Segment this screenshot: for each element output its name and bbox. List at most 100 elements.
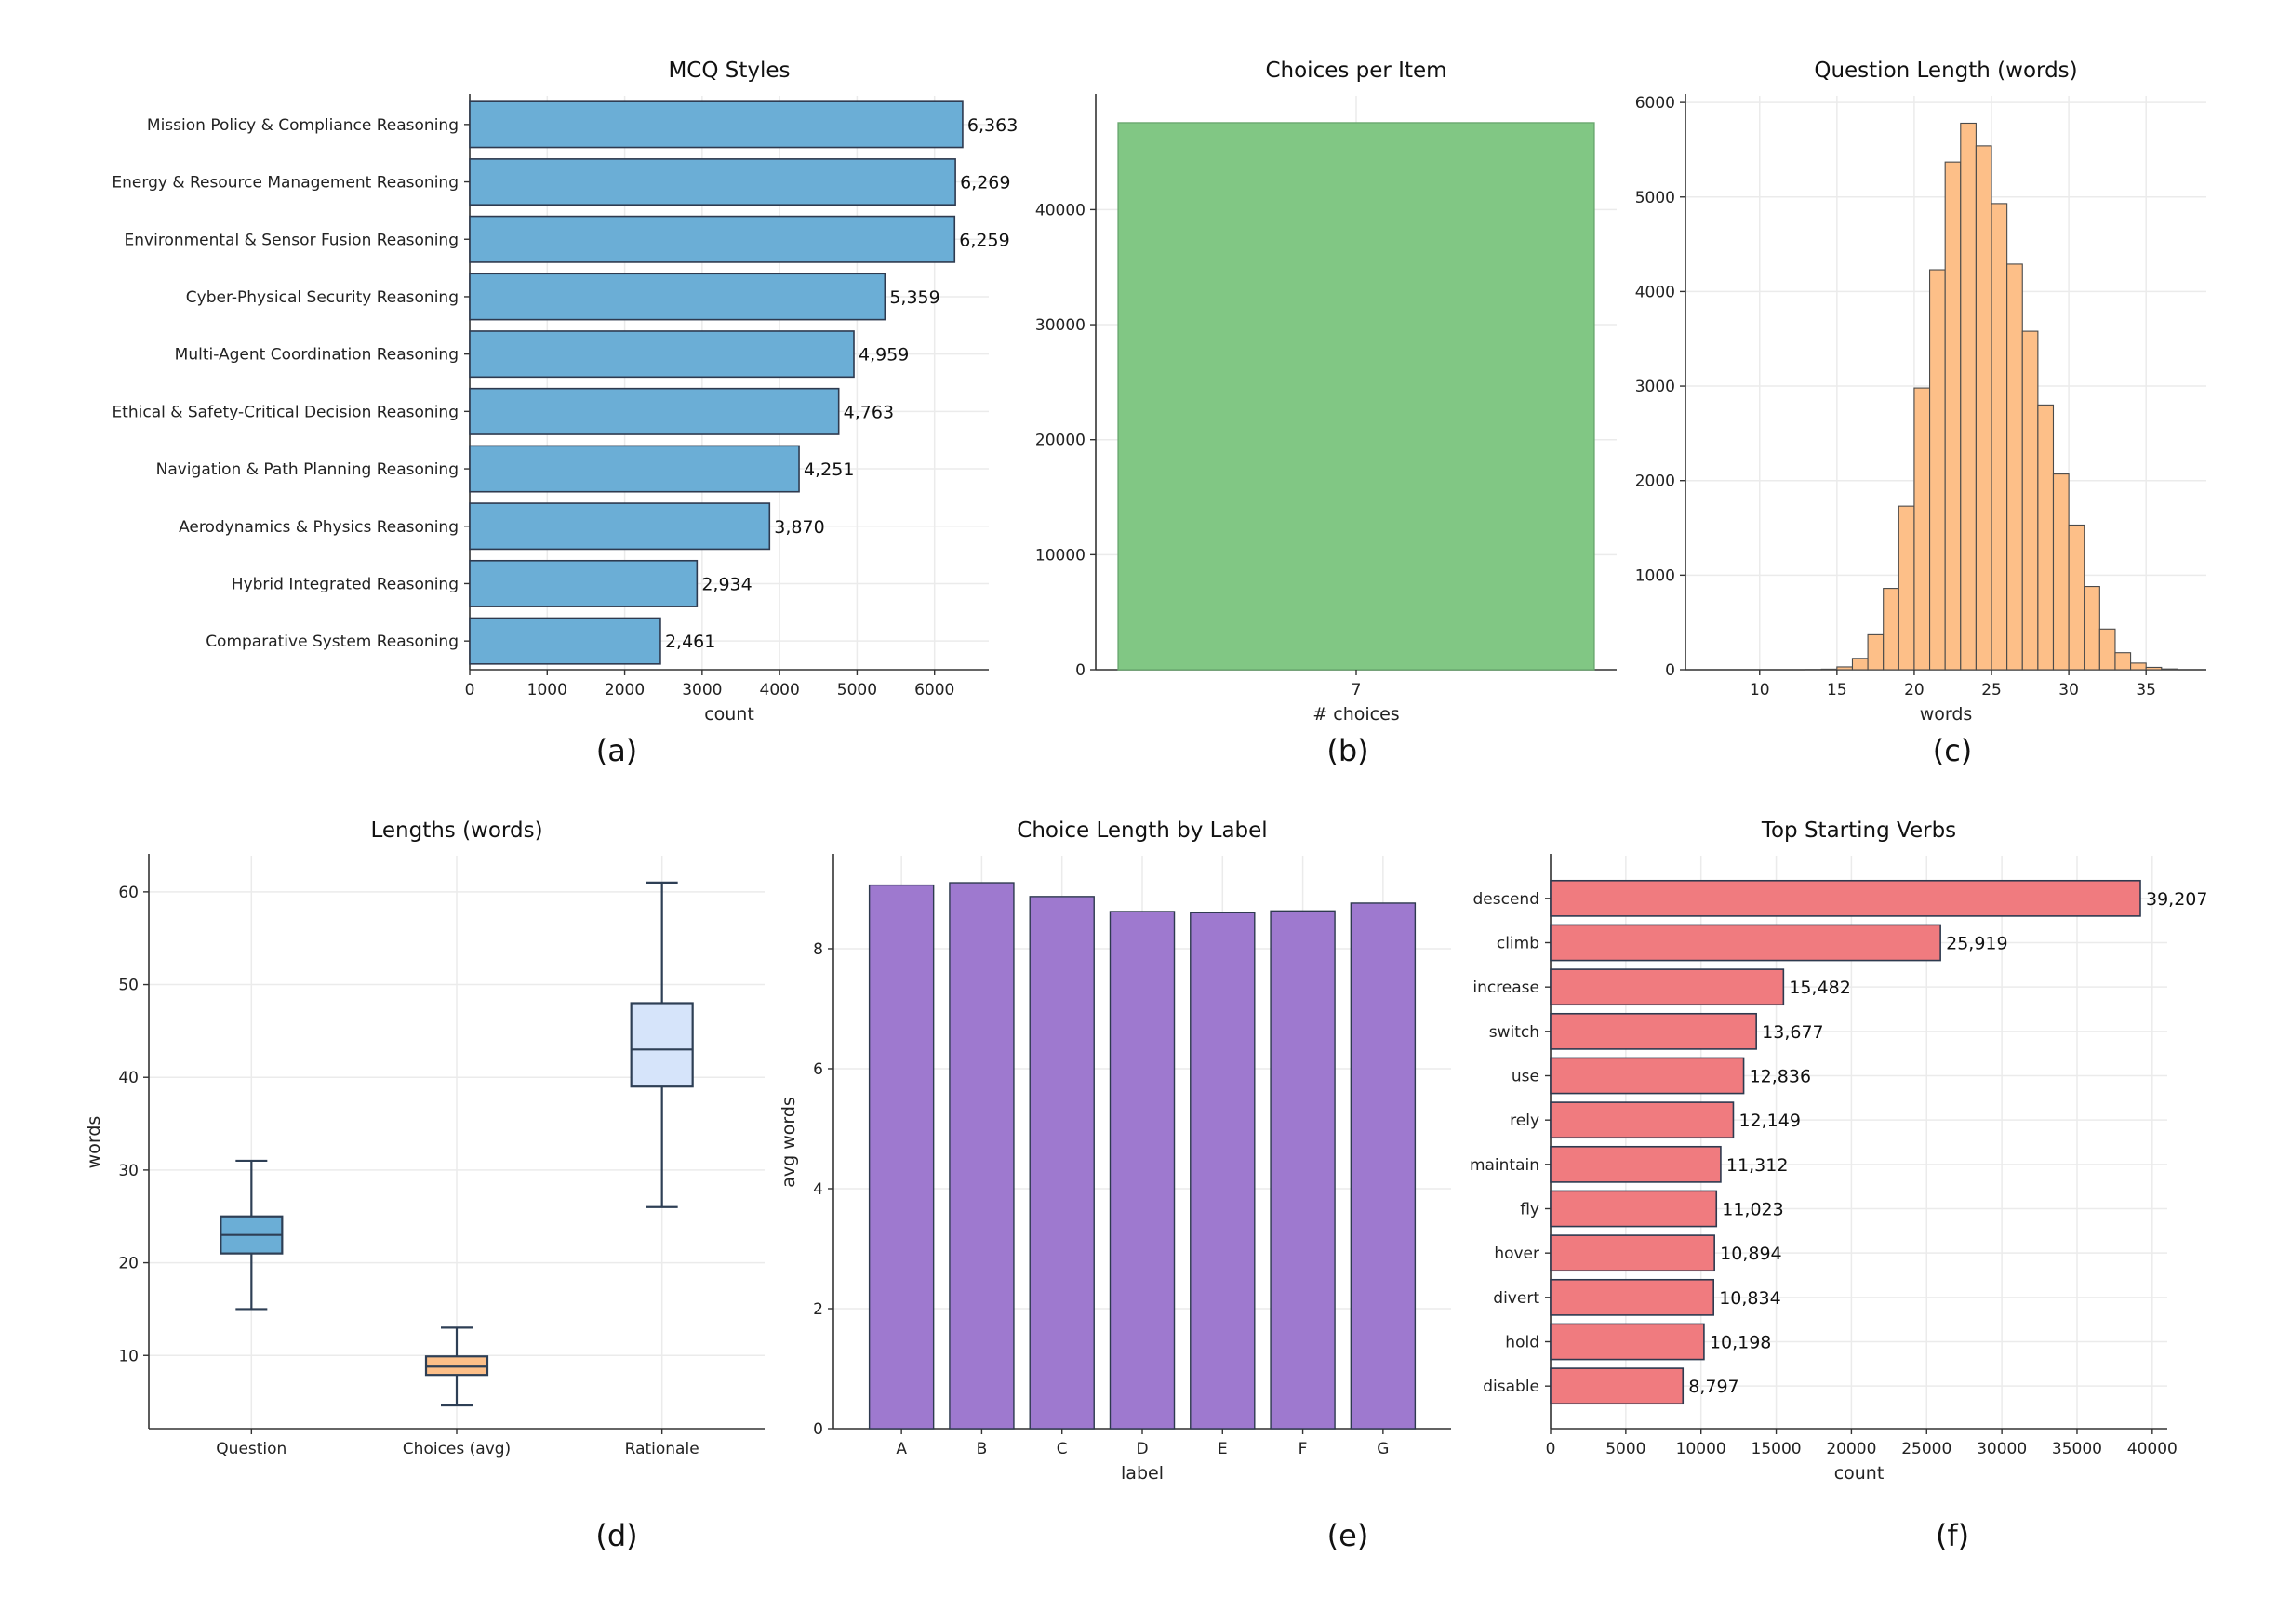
panel-b: 0 10000 20000 30000 40000 7 Choices per Item # …	[1035, 59, 1617, 768]
category-label: rely	[1510, 1112, 1539, 1130]
category-label: disable	[1483, 1378, 1539, 1396]
bar	[949, 882, 1015, 1430]
bar	[1550, 1190, 1718, 1228]
x-tick-label: 30	[2058, 681, 2079, 699]
data-label: 6,269	[960, 173, 1010, 193]
data-label: 2,461	[665, 632, 715, 652]
bar	[1550, 1278, 1714, 1316]
x-tick-label: 10000	[1676, 1440, 1726, 1458]
bar	[1550, 1057, 1745, 1095]
category-label: divert	[1493, 1289, 1539, 1308]
data-label: 2,934	[701, 574, 752, 594]
y-tick-label: 30	[118, 1162, 139, 1180]
x-tick-label: E	[1218, 1440, 1228, 1458]
histogram-bar	[2006, 263, 2023, 671]
category-label: fly	[1520, 1201, 1539, 1219]
panel-c: 0 1000 2000 3000 4000 5000 6000 10 15 20 25 30 35 Que…	[1635, 59, 2206, 768]
x-tick-label: D	[1136, 1440, 1148, 1458]
data-label: 5,359	[889, 287, 939, 308]
bar	[1550, 924, 1941, 962]
y-tick-label: 4	[813, 1180, 823, 1199]
histogram-bar	[1851, 658, 1869, 671]
histogram-bar	[2037, 404, 2055, 671]
category-label: Multi-Agent Coordination Reasoning	[175, 346, 459, 365]
x-axis-label: count	[1834, 1463, 1885, 1484]
bar	[1109, 911, 1176, 1430]
y-tick-label: 8	[813, 940, 823, 959]
y-tick-label: 10	[118, 1347, 139, 1365]
x-tick-label: 2000	[605, 681, 645, 699]
data-label: 6,363	[967, 115, 1018, 136]
x-tick-label: 40000	[2127, 1440, 2178, 1458]
chart-title: Top Starting Verbs	[1761, 819, 1956, 843]
y-tick-label: 2	[813, 1300, 823, 1319]
x-tick-label: 30000	[1977, 1440, 2027, 1458]
y-tick-label: 60	[118, 884, 139, 902]
x-tick-label: 25000	[1901, 1440, 1951, 1458]
y-tick-label: 5000	[1635, 189, 1675, 207]
y-tick-label: 2000	[1635, 473, 1675, 491]
y-tick-label: 40000	[1035, 201, 1086, 220]
histogram-bar	[1991, 203, 2008, 671]
x-tick-label: 7	[1352, 681, 1362, 699]
histogram-bar	[1820, 668, 1838, 671]
x-axis-label: count	[704, 704, 754, 725]
x-tick-label: 6000	[914, 681, 954, 699]
category-label: Navigation & Path Planning Reasoning	[156, 460, 459, 479]
x-tick-label: 0	[1546, 1440, 1556, 1458]
histogram-bar	[1929, 269, 1946, 671]
bar	[1550, 1367, 1685, 1405]
x-tick-label: 20000	[1826, 1440, 1876, 1458]
y-tick-label: 0	[1075, 661, 1086, 680]
bar	[868, 884, 935, 1430]
x-tick-label: 5000	[837, 681, 877, 699]
x-axis-label: label	[1121, 1463, 1164, 1484]
data-label: 15,482	[1789, 978, 1850, 998]
histogram-bar	[1960, 122, 1977, 671]
bar	[469, 559, 699, 607]
y-tick-label: 4000	[1635, 283, 1675, 301]
data-label: 10,834	[1719, 1288, 1780, 1309]
panel-caption: (d)	[595, 1518, 637, 1553]
bar	[469, 100, 964, 149]
x-tick-label: 35	[2136, 681, 2156, 699]
x-tick-label: 15	[1827, 681, 1847, 699]
bar	[1550, 1101, 1735, 1139]
category-label: switch	[1489, 1023, 1539, 1042]
x-tick-label: 1000	[527, 681, 567, 699]
category-label: hover	[1494, 1245, 1539, 1263]
panel-caption: (c)	[1933, 733, 1973, 768]
x-tick-label: 5000	[1605, 1440, 1645, 1458]
chart-title: Question Length (words)	[1814, 59, 2077, 83]
data-label: 39,207	[2146, 889, 2207, 910]
category-label: hold	[1505, 1334, 1539, 1352]
histogram-bar	[2145, 666, 2163, 671]
data-label: 12,836	[1750, 1067, 1811, 1087]
category-label: descend	[1473, 890, 1539, 909]
y-tick-label: 20000	[1035, 432, 1086, 450]
bar	[469, 445, 800, 493]
y-tick-label: 20	[118, 1255, 139, 1273]
x-tick-label: C	[1057, 1440, 1068, 1458]
histogram-bar	[1883, 588, 1899, 671]
histogram-bar	[2098, 628, 2116, 671]
x-tick-label: B	[977, 1440, 988, 1458]
x-axis-label: # choices	[1312, 704, 1399, 725]
x-tick-label: 15000	[1752, 1440, 1802, 1458]
x-tick-label: Choices (avg)	[403, 1440, 511, 1458]
category-label: Ethical & Safety-Critical Decision Reaso…	[112, 403, 459, 421]
x-tick-label: Question	[216, 1440, 286, 1458]
data-label: 13,677	[1762, 1022, 1823, 1043]
panel-caption: (f)	[1936, 1518, 1969, 1553]
histogram-bar	[2021, 330, 2039, 671]
box	[630, 1002, 694, 1088]
x-tick-label: A	[896, 1440, 907, 1458]
panel-caption: (e)	[1327, 1518, 1369, 1553]
panel-d: Question Choices (avg) Rationale 10 20 30 40 50…	[84, 819, 765, 1553]
x-tick-label: 4000	[760, 681, 800, 699]
bar	[1550, 1323, 1705, 1361]
chart-title: Choices per Item	[1265, 59, 1446, 83]
bar	[1350, 902, 1417, 1430]
x-tick-label: F	[1299, 1440, 1308, 1458]
